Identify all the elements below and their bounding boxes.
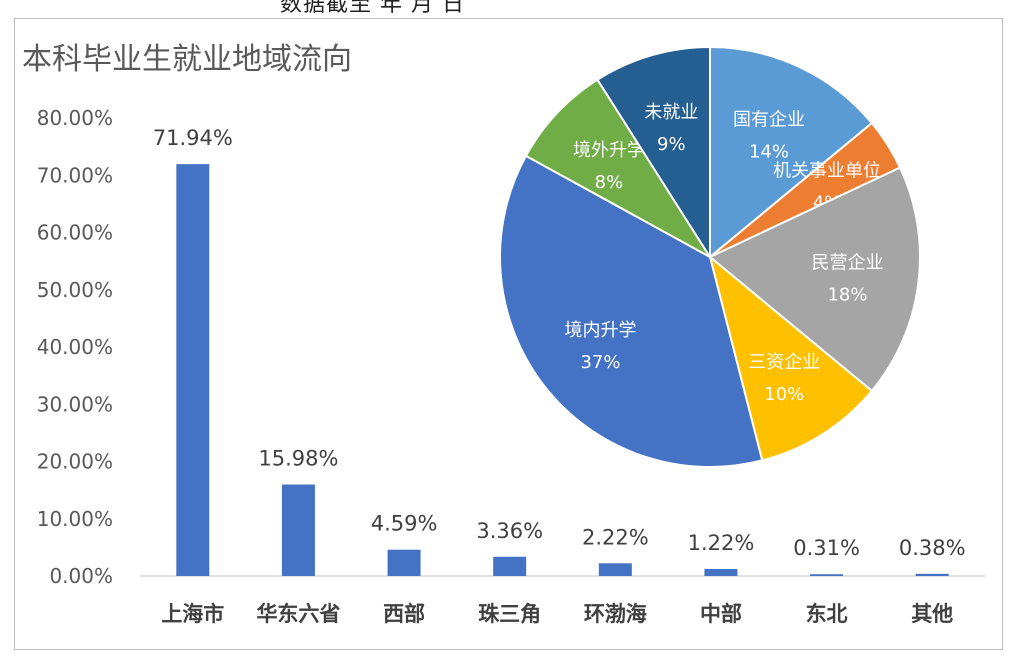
y-tick-label: 50.00% (37, 278, 113, 302)
y-tick-label: 40.00% (37, 335, 113, 359)
pie-slice-label: 机关事业单位 (773, 161, 881, 182)
bar-value-label: 0.31% (793, 536, 860, 560)
x-tick-label: 中部 (700, 602, 742, 626)
bar-value-label: 0.38% (899, 536, 966, 560)
bar-chart: 0.00% 10.00% 20.00% 30.00% 40.00% 50.00% 60.00… (37, 106, 985, 626)
x-tick-label: 华东六省 (256, 602, 340, 626)
x-tick-label: 西部 (383, 602, 425, 626)
pie-slice-label: 境外升学 (573, 140, 645, 161)
pie-slice-label: 未就业 (644, 102, 698, 123)
bar (598, 563, 632, 576)
bar-value-label: 71.94% (153, 126, 233, 150)
y-tick-label: 30.00% (37, 392, 113, 416)
x-tick-label: 其他 (911, 602, 953, 626)
bar-value-label: 15.98% (258, 447, 338, 471)
pie-value-label: 9% (657, 134, 686, 155)
bar (387, 549, 421, 576)
pie-slice (524, 78, 711, 258)
bar-value-label: 4.59% (371, 512, 438, 536)
bar (281, 484, 315, 576)
y-tick-label: 10.00% (37, 507, 113, 531)
y-tick-label: 70.00% (37, 163, 113, 187)
pie-slice (709, 45, 874, 260)
pie-value-label: 18% (827, 284, 867, 305)
pie-value-label: 37% (580, 352, 620, 373)
pie-slice-label: 境内升学 (564, 320, 636, 341)
x-tick-label: 上海市 (161, 602, 224, 626)
pie-slice-label: 民营企业 (812, 252, 884, 273)
y-tick-label: 60.00% (37, 221, 113, 245)
header-fragment: 数据截至 年 月 日 (280, 0, 465, 17)
bar (176, 164, 210, 576)
pie-value-label: 14% (749, 142, 789, 163)
y-tick-label: 20.00% (37, 450, 113, 474)
bar-value-label: 2.22% (582, 525, 649, 549)
pie-value-label: 8% (595, 172, 624, 193)
pie-slice (596, 45, 711, 261)
pie-slice (708, 254, 874, 462)
bar (810, 574, 844, 576)
pie-slice (499, 154, 764, 468)
y-tick-label: 80.00% (37, 106, 113, 130)
bar-value-label: 1.22% (688, 531, 755, 555)
pie-slice-label: 三资企业 (748, 352, 820, 373)
chart-title: 本科毕业生就业地域流向 (22, 42, 352, 77)
pie-slice (708, 166, 921, 393)
pie-slice-label: 国有企业 (733, 110, 805, 131)
pie-value-label: 10% (764, 384, 804, 405)
x-tick-label: 环渤海 (584, 602, 647, 626)
bar-value-label: 3.36% (476, 519, 543, 543)
x-tick-label: 珠三角 (478, 602, 541, 626)
pie-chart: 国有企业14%机关事业单位4%民营企业18%三资企业10%境内升学37%境外升学… (499, 45, 921, 468)
bar (915, 573, 949, 576)
bar (493, 556, 527, 576)
y-tick-label: 0.00% (49, 564, 113, 588)
x-tick-label: 东北 (806, 602, 848, 626)
bar (704, 569, 738, 576)
